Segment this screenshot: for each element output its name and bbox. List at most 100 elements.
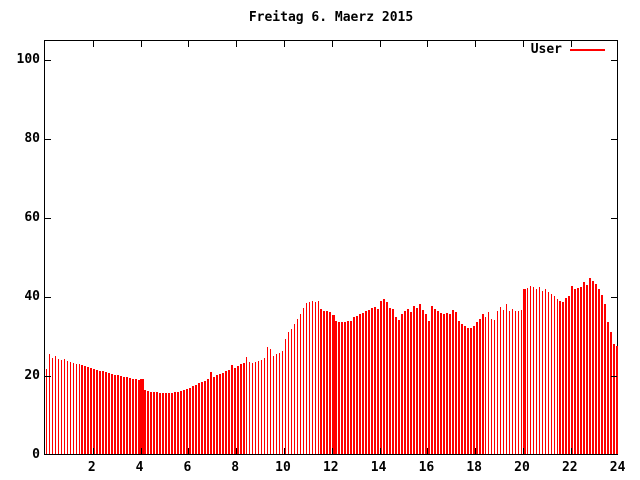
- x-tick: [523, 448, 524, 454]
- impulse-bar: [448, 314, 451, 454]
- impulse-bar: [105, 372, 108, 454]
- impulse-bar: [209, 372, 212, 454]
- impulse-bar: [589, 278, 592, 454]
- x-tick: [140, 448, 142, 454]
- impulse-bar: [302, 307, 305, 454]
- impulse-bar: [108, 373, 111, 454]
- impulse-bar: [320, 308, 323, 454]
- impulse-bar: [607, 321, 609, 454]
- impulse-bar: [263, 358, 266, 454]
- impulse-bar: [159, 392, 161, 454]
- x-tick-label: 8: [231, 460, 240, 475]
- impulse-bar: [442, 313, 445, 454]
- impulse-bar: [195, 384, 197, 454]
- impulse-bar: [311, 300, 314, 454]
- impulse-bar: [419, 303, 421, 454]
- impulse-bar: [484, 316, 487, 454]
- impulse-bar: [251, 363, 254, 454]
- x-tick: [379, 448, 381, 454]
- x-tick: [140, 41, 142, 47]
- x-tick: [188, 41, 190, 47]
- impulse-bar: [493, 320, 496, 454]
- impulse-bar: [511, 309, 514, 454]
- impulse-bar: [140, 379, 144, 454]
- impulse-bar: [186, 389, 188, 454]
- impulse-bar: [502, 310, 505, 454]
- chart-title: Freitag 6. Maerz 2015: [248, 10, 414, 25]
- x-tick-label: 14: [370, 460, 387, 475]
- impulse-bar: [362, 312, 364, 454]
- impulse-bar: [522, 288, 527, 454]
- impulse-bar: [434, 308, 436, 454]
- x-tick-label: 10: [275, 460, 291, 475]
- impulse-bar: [174, 392, 176, 454]
- impulse-bar: [559, 300, 562, 454]
- impulse-bar: [592, 280, 595, 454]
- x-tick: [475, 41, 477, 47]
- y-tick: [611, 218, 617, 219]
- impulse-bar: [377, 308, 379, 454]
- impulse-bar: [586, 284, 589, 454]
- x-tick-label: 24: [609, 460, 626, 475]
- x-tick: [284, 41, 285, 47]
- x-tick-label: 16: [418, 460, 435, 475]
- impulse-bar: [287, 331, 290, 454]
- impulse-bar: [395, 316, 397, 454]
- impulse-bar: [153, 392, 155, 454]
- impulse-bar: [290, 328, 293, 454]
- impulse-bar: [272, 355, 275, 454]
- plot-area: [44, 40, 618, 455]
- impulse-bar: [404, 310, 406, 454]
- impulse-bar: [275, 354, 278, 454]
- impulse-bar: [96, 369, 99, 454]
- impulse-bar: [553, 295, 556, 454]
- impulse-bar: [233, 368, 236, 454]
- impulse-bar: [472, 326, 475, 454]
- impulse-bar: [341, 321, 344, 454]
- impulse-bar: [200, 381, 203, 454]
- impulse-bar: [218, 373, 221, 454]
- y-tick: [45, 139, 51, 140]
- impulse-bar: [51, 358, 54, 454]
- impulse-bar: [469, 328, 472, 454]
- impulse-bar: [401, 313, 403, 454]
- impulse-bar: [383, 299, 385, 454]
- impulse-bar: [117, 375, 120, 454]
- impulse-bar: [183, 390, 185, 454]
- y-tick: [611, 139, 617, 140]
- impulse-bar: [538, 286, 541, 454]
- impulse-bar: [359, 314, 362, 454]
- impulse-bar: [245, 357, 248, 454]
- impulse-bar: [431, 305, 433, 454]
- impulse-bar: [562, 301, 565, 454]
- x-tick: [236, 41, 238, 47]
- impulse-bar: [60, 360, 63, 454]
- impulse-bar: [227, 370, 230, 454]
- y-tick: [45, 297, 51, 298]
- impulse-bar: [437, 311, 439, 454]
- impulse-bar: [374, 307, 376, 454]
- impulse-bar: [192, 386, 194, 454]
- impulse-bar: [293, 323, 296, 454]
- impulse-bar: [517, 310, 520, 454]
- y-tick-label: 0: [32, 447, 40, 462]
- impulse-bar: [389, 307, 391, 454]
- impulse-bar: [410, 311, 412, 454]
- impulse-bar: [317, 301, 320, 454]
- impulse-bar: [595, 283, 598, 454]
- impulse-bar: [144, 389, 146, 454]
- x-tick: [523, 41, 524, 47]
- impulse-bar: [601, 295, 603, 454]
- impulse-bar: [248, 362, 251, 454]
- x-tick-label: 2: [87, 460, 96, 475]
- impulse-bar: [445, 313, 448, 454]
- impulse-bar: [123, 376, 125, 454]
- x-tick: [284, 448, 285, 454]
- impulse-bar: [439, 312, 442, 454]
- impulse-bar: [565, 298, 568, 454]
- impulse-bar: [254, 362, 257, 454]
- impulse-bar: [78, 364, 81, 454]
- y-tick-label: 20: [24, 368, 40, 383]
- impulse-bar: [189, 387, 191, 454]
- y-tick: [45, 60, 51, 61]
